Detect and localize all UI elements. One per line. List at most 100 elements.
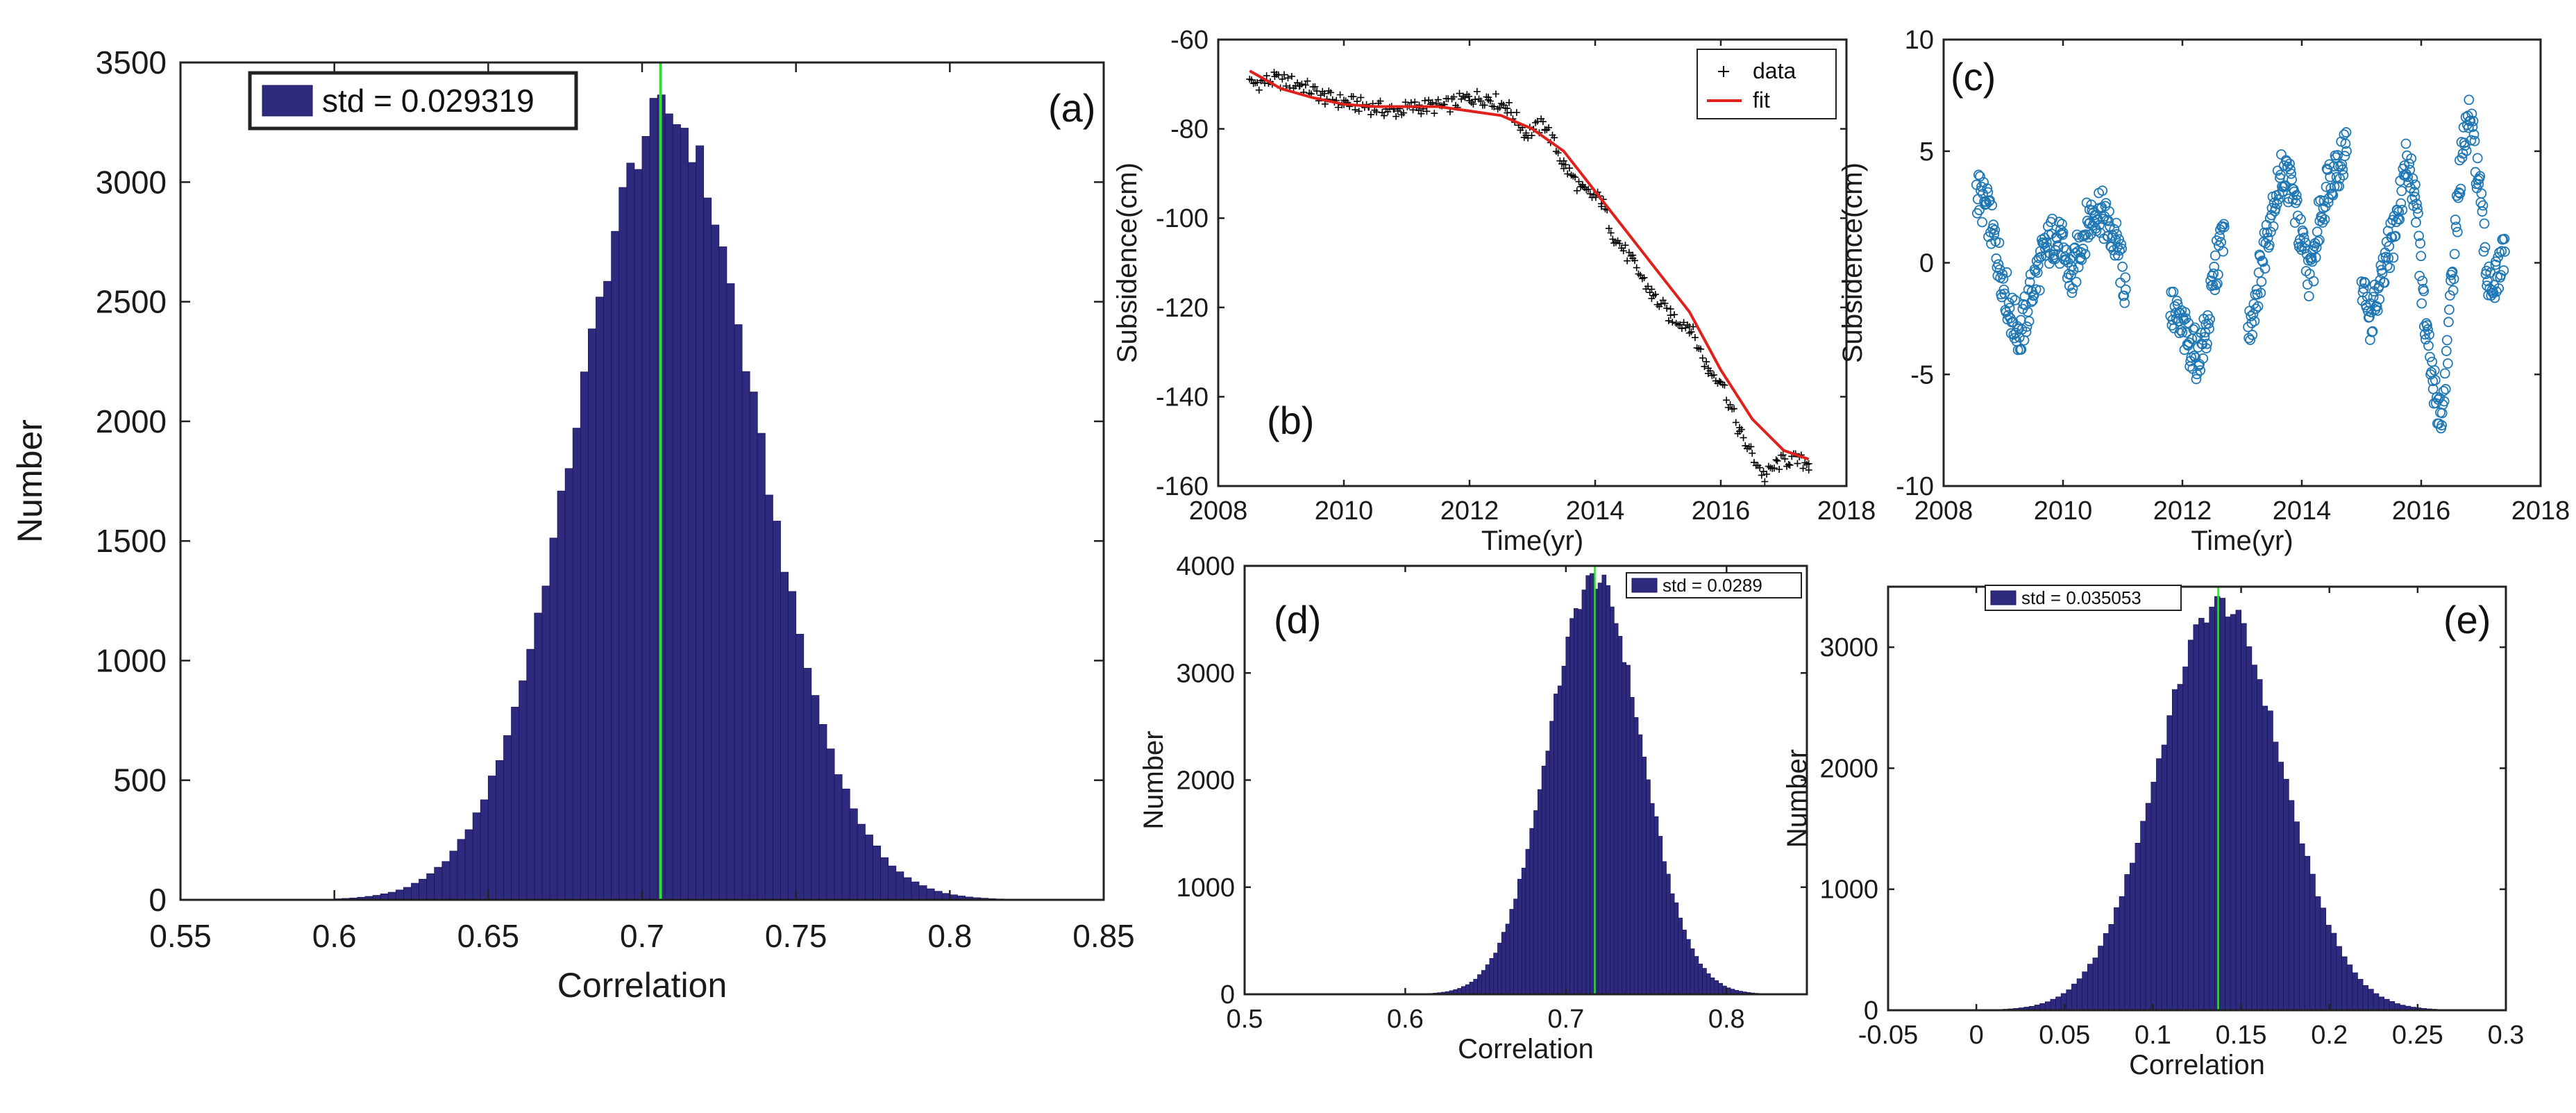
residual-point — [1993, 259, 2004, 270]
histogram-bar — [464, 829, 473, 901]
legend: std = 0.0289 — [1626, 572, 1802, 599]
panel-tag: (d) — [1274, 598, 1321, 642]
histogram-bar — [2336, 946, 2342, 1011]
y-tick-label: 0 — [1220, 980, 1235, 1010]
histogram-bar — [888, 865, 897, 901]
residual-point — [2464, 94, 2475, 106]
data-point — [1380, 112, 1388, 119]
y-tick-label: 1000 — [1176, 873, 1235, 903]
residual-point — [2207, 280, 2219, 290]
panel-tag: (c) — [1951, 55, 1996, 99]
data-point — [1758, 471, 1765, 479]
residual-point — [2021, 321, 2032, 332]
data-point — [1392, 112, 1400, 120]
histogram-bar — [2082, 971, 2088, 1011]
residual-point — [2441, 346, 2452, 356]
histogram-bar — [2219, 598, 2226, 1011]
data-point — [1747, 443, 1755, 451]
histogram-bar — [1597, 583, 1603, 995]
histogram-bar — [1505, 923, 1510, 995]
residual-point — [2120, 272, 2131, 283]
x-tick-label: 0.65 — [457, 918, 520, 954]
histogram-bar — [2225, 617, 2231, 1011]
residual-point — [2468, 129, 2480, 140]
histogram-bar — [2267, 710, 2273, 1011]
residual-point — [2189, 350, 2200, 361]
residual-point — [2429, 365, 2440, 376]
legend-label: std = 0.0289 — [1662, 575, 1762, 596]
x-tick-label: 0.6 — [1387, 1005, 1424, 1034]
residual-point — [1992, 270, 2003, 281]
residual-point — [2180, 307, 2191, 318]
x-tick-label: 2014 — [1566, 496, 1625, 526]
data-point — [1586, 190, 1594, 198]
residual-point — [2213, 269, 2223, 280]
residual-point — [2253, 301, 2264, 312]
histogram-bar — [2384, 998, 2390, 1011]
residual-point — [2216, 237, 2226, 248]
histogram-bar — [834, 774, 843, 901]
histogram-bar — [803, 668, 812, 901]
data-point — [1776, 466, 1783, 474]
histogram-bar — [703, 197, 712, 901]
legend-marker-data — [1718, 66, 1729, 77]
data-point — [1417, 110, 1425, 117]
residual-point — [2455, 183, 2466, 194]
residual-point — [2372, 306, 2383, 316]
histogram-bar — [2203, 622, 2210, 1011]
residual-point — [2057, 227, 2069, 238]
x-tick-label: -0.05 — [1858, 1021, 1919, 1050]
data-point — [1281, 71, 1288, 78]
data-point — [1352, 106, 1359, 114]
histogram-bar — [634, 169, 643, 901]
histogram-bar — [903, 877, 912, 901]
data-point — [1384, 108, 1392, 115]
y-tick-label: 500 — [113, 762, 167, 798]
data-point — [1545, 124, 1553, 131]
histogram-bar — [2182, 667, 2189, 1011]
histogram-bar — [1610, 606, 1615, 995]
residual-point — [2463, 122, 2474, 133]
panel-tag: (a) — [1048, 86, 1095, 130]
residual-point — [2114, 234, 2124, 244]
histogram-bar — [1525, 848, 1531, 995]
histogram-bar — [549, 537, 558, 901]
y-tick-label: -10 — [1896, 472, 1934, 501]
residual-point — [2255, 251, 2266, 262]
histogram-bar — [519, 680, 528, 901]
data-point — [1781, 455, 1789, 462]
residual-point — [2473, 178, 2484, 190]
data-point — [1490, 103, 1498, 110]
residual-point — [2413, 208, 2423, 219]
histogram-bar — [1622, 662, 1627, 995]
residual-point — [2466, 135, 2477, 146]
residual-point — [2262, 227, 2273, 238]
data-point — [1279, 75, 1286, 83]
residual-point — [2415, 238, 2426, 249]
histogram-bar — [880, 857, 889, 901]
histogram-bar — [1630, 696, 1635, 995]
y-axis-label: Subsidence(cm) — [1112, 162, 1143, 363]
data-point — [1706, 367, 1714, 375]
histogram-bar — [2293, 821, 2300, 1011]
residual-point — [2409, 186, 2420, 197]
fit-line — [1249, 69, 1810, 461]
x-tick-label: 0.8 — [1708, 1005, 1745, 1034]
residual-point — [2114, 245, 2125, 256]
histogram-bar — [1714, 980, 1719, 995]
legend-label-data: data — [1753, 58, 1796, 83]
residual-point — [2296, 214, 2306, 225]
histogram-bar — [741, 371, 750, 901]
data-point — [1726, 401, 1734, 408]
y-tick-label: 0 — [1919, 249, 1934, 278]
data-point — [1470, 100, 1477, 108]
histogram-bar — [2140, 821, 2146, 1011]
x-tick-label: 2016 — [1692, 496, 1751, 526]
histogram-bar — [1497, 942, 1502, 995]
histogram-bar — [1646, 779, 1651, 995]
data-point — [1761, 478, 1769, 485]
data-point — [1749, 449, 1756, 457]
residual-point — [2325, 171, 2336, 183]
histogram-bar — [1521, 867, 1526, 995]
residual-point — [2411, 217, 2421, 228]
